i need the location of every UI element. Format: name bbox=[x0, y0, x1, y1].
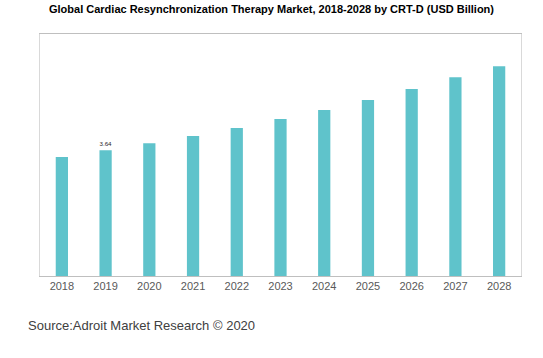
svg-text:2023: 2023 bbox=[268, 280, 292, 292]
svg-text:2022: 2022 bbox=[225, 280, 249, 292]
svg-text:2025: 2025 bbox=[356, 280, 380, 292]
svg-text:Global Cardiac Resynchronizati: Global Cardiac Resynchronization Therapy… bbox=[49, 3, 494, 15]
svg-text:2026: 2026 bbox=[399, 280, 423, 292]
svg-text:2028: 2028 bbox=[487, 280, 511, 292]
svg-text:2018: 2018 bbox=[50, 280, 74, 292]
svg-text:2019: 2019 bbox=[93, 280, 117, 292]
svg-text:2021: 2021 bbox=[181, 280, 205, 292]
svg-text:Source:Adroit Market Research: Source:Adroit Market Research © 2020 bbox=[28, 318, 255, 333]
svg-text:2024: 2024 bbox=[312, 280, 336, 292]
svg-text:2020: 2020 bbox=[137, 280, 161, 292]
svg-text:3.64: 3.64 bbox=[99, 140, 112, 147]
svg-text:2027: 2027 bbox=[443, 280, 467, 292]
